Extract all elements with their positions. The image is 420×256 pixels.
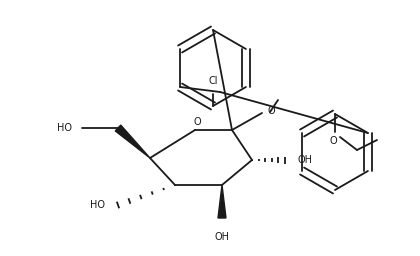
- Text: O: O: [268, 106, 276, 116]
- Text: HO: HO: [90, 200, 105, 210]
- Text: OH: OH: [215, 232, 229, 242]
- Text: O: O: [193, 117, 201, 127]
- Text: HO: HO: [57, 123, 72, 133]
- Text: OH: OH: [298, 155, 313, 165]
- Text: Cl: Cl: [208, 76, 218, 86]
- Polygon shape: [218, 185, 226, 218]
- Text: O: O: [329, 136, 337, 146]
- Polygon shape: [115, 125, 150, 158]
